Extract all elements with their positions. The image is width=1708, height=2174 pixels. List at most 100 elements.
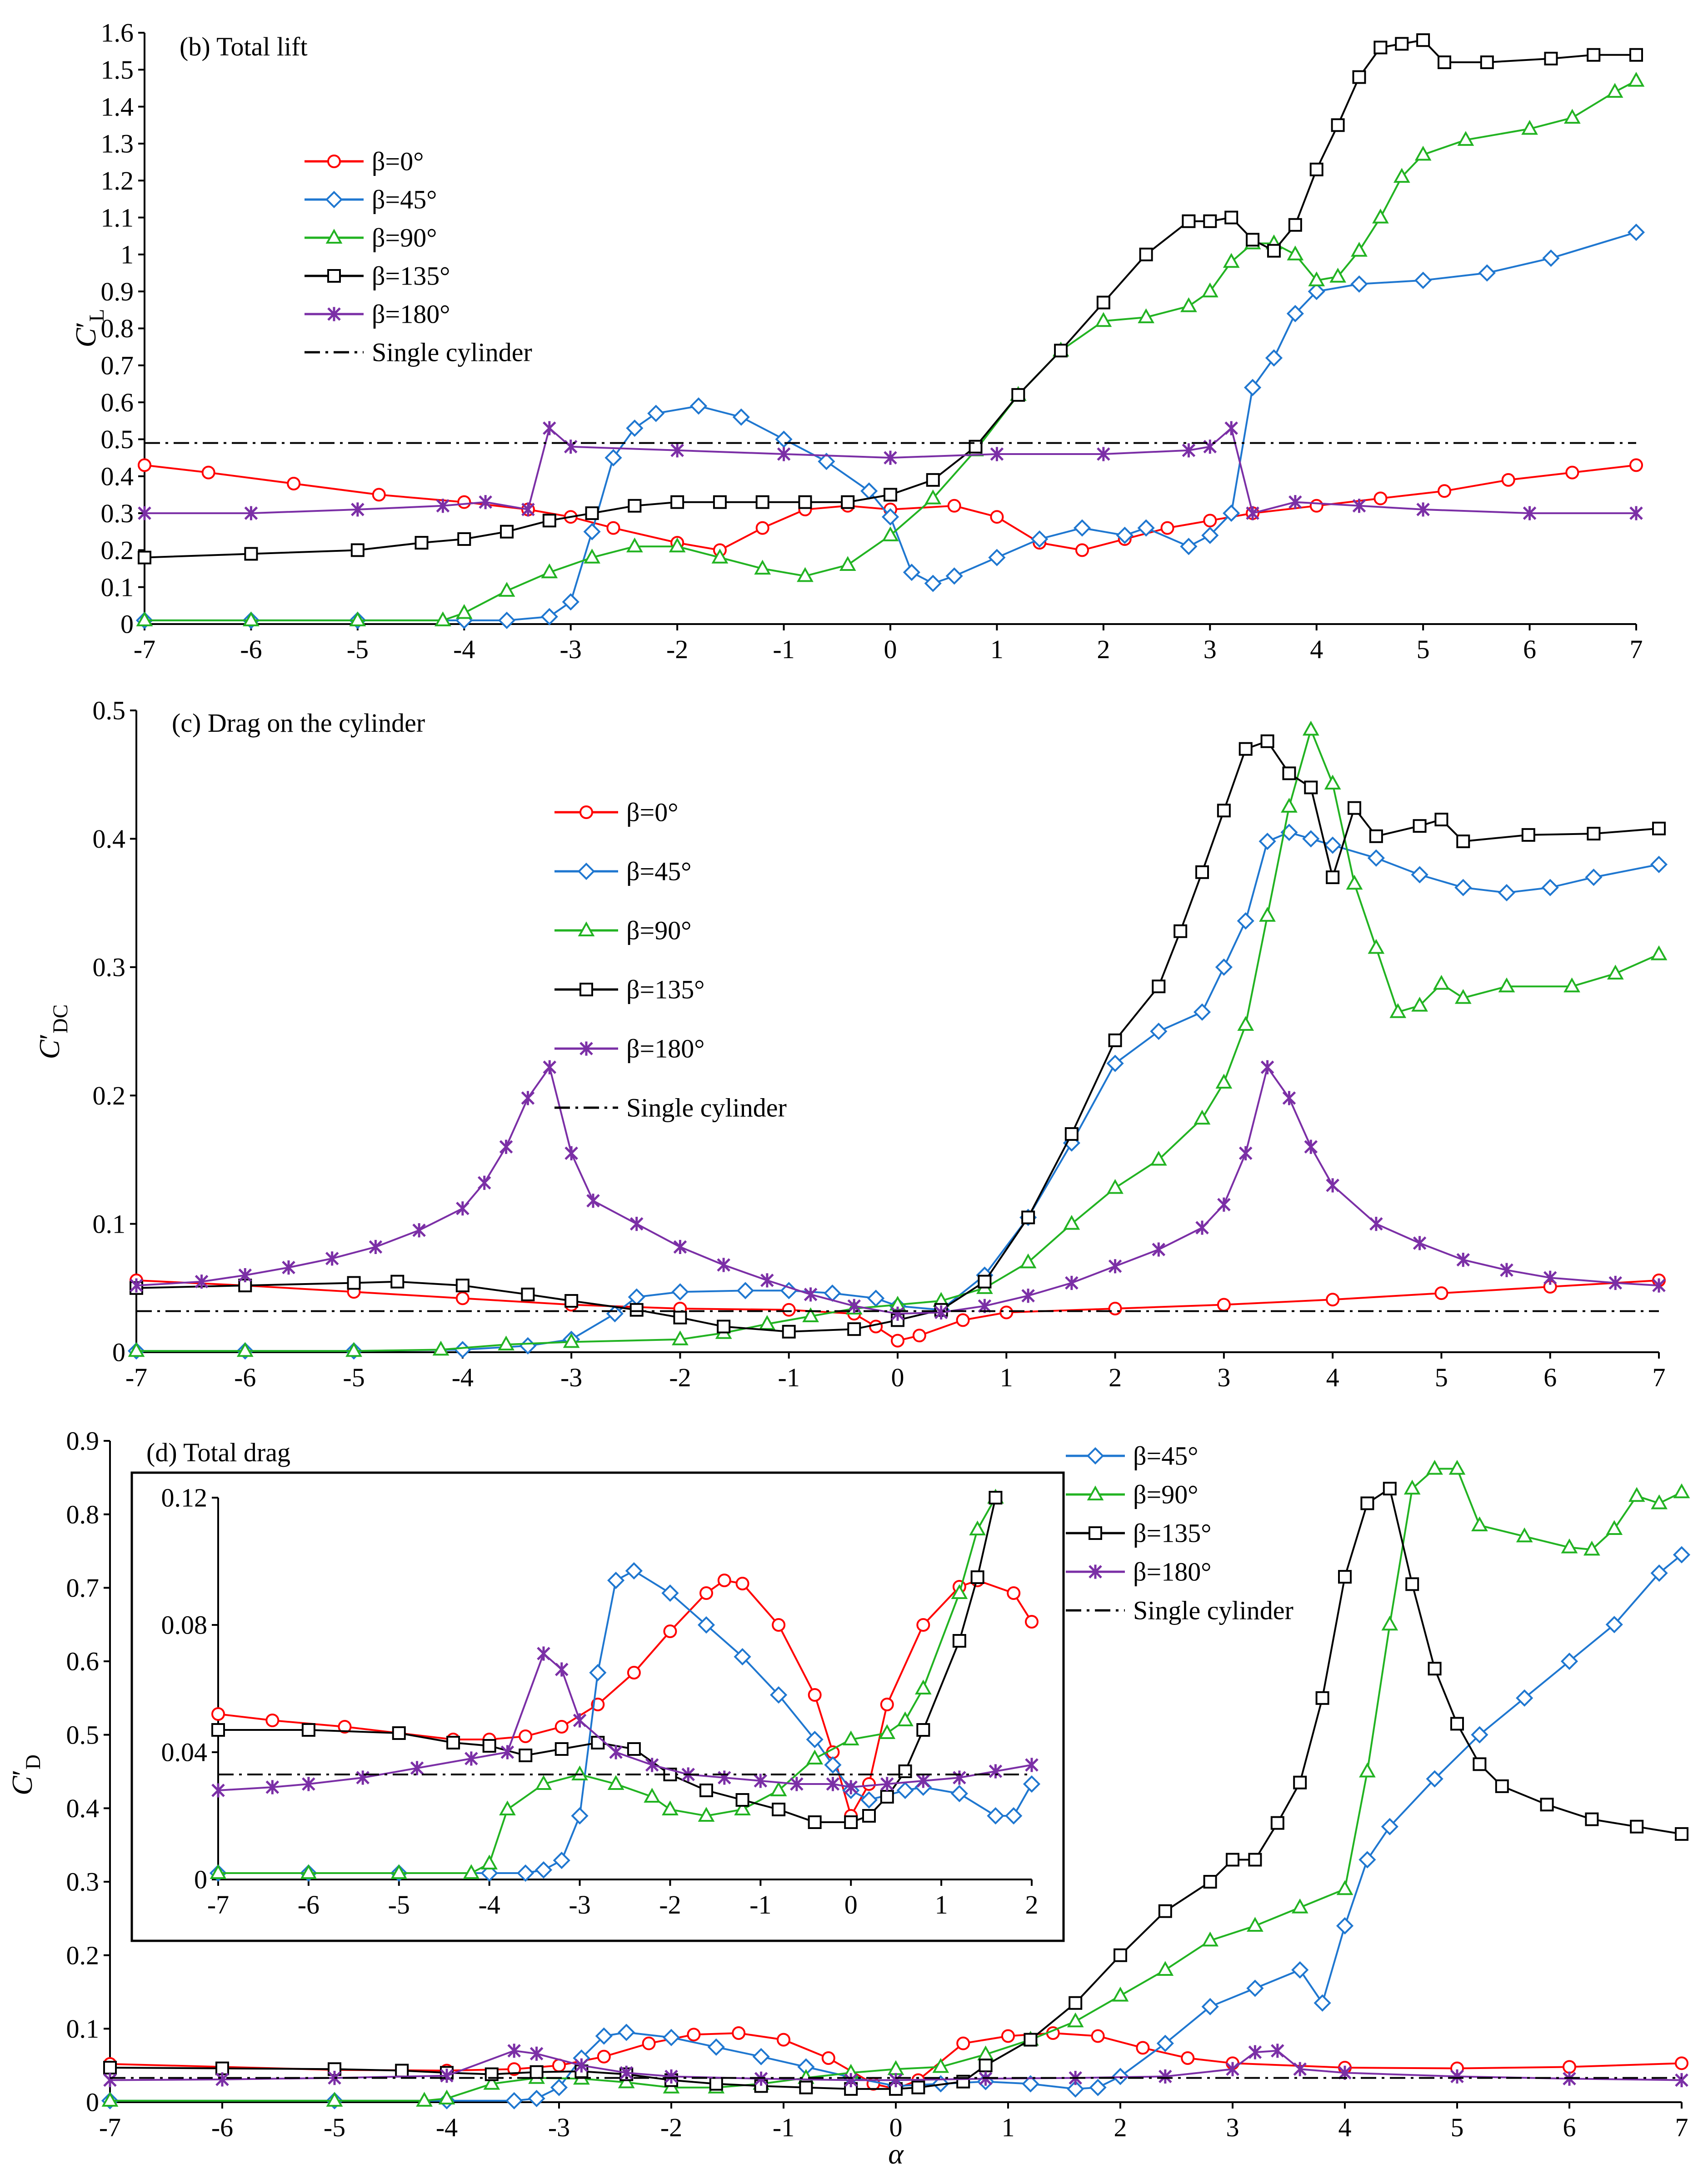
- data-point-beta-90: [1607, 965, 1624, 980]
- data-point-beta-90: [924, 489, 942, 505]
- data-point-beta-135: [1416, 33, 1430, 47]
- data-point-beta-135: [989, 1491, 1003, 1504]
- x-tick-label: 5: [1417, 635, 1430, 664]
- legend: β=45° β=90° β=135° β=180° Single cylinder: [1066, 1441, 1293, 1625]
- data-point-beta-45: [562, 593, 579, 611]
- legend-marker-beta-90: [1087, 1485, 1104, 1501]
- data-point-beta-135: [1069, 1996, 1083, 2010]
- data-point-beta-90: [535, 1775, 552, 1790]
- data-point-beta-45: [818, 453, 835, 470]
- data-point-beta-180: [889, 2073, 903, 2088]
- data-point-beta-135: [1114, 1948, 1127, 1962]
- y-tick-label: 0.3: [93, 953, 126, 982]
- data-point-beta-135: [244, 547, 258, 561]
- data-point-beta-180: [302, 1777, 315, 1791]
- data-point-beta-45: [1324, 836, 1342, 854]
- data-point-beta-135: [1309, 162, 1323, 176]
- y-tick-label: 1.4: [101, 92, 134, 121]
- data-point-beta-90: [1389, 1003, 1407, 1018]
- data-point-beta-135: [717, 1319, 731, 1334]
- data-point-beta-135: [1152, 980, 1166, 994]
- data-point-beta-90: [498, 1335, 514, 1351]
- data-point-beta-135: [395, 2064, 409, 2078]
- data-point-beta-180: [500, 1745, 514, 1759]
- data-point-beta-135: [627, 1742, 641, 1756]
- data-point-beta-135: [847, 1322, 861, 1336]
- data-point-beta-45: [1023, 1775, 1041, 1793]
- data-point-beta-45: [1542, 249, 1560, 267]
- data-point-beta-180: [521, 1091, 535, 1105]
- data-point-beta-0: [916, 1618, 930, 1632]
- legend-entry-beta-45: β=45°: [305, 185, 437, 215]
- data-point-beta-180: [1326, 1178, 1339, 1193]
- legend-label: β=45°: [1133, 1441, 1198, 1471]
- data-point-beta-0: [912, 1329, 926, 1343]
- legend-label: β=180°: [372, 300, 450, 329]
- x-tick-label: 1: [935, 1890, 948, 1919]
- data-point-beta-0: [519, 1729, 533, 1743]
- data-point-beta-45: [824, 1756, 842, 1774]
- data-point-beta-180: [1500, 1263, 1513, 1277]
- data-point-beta-0: [507, 2062, 521, 2076]
- series-beta-180: [138, 421, 1643, 520]
- data-point-beta-0: [1160, 521, 1174, 535]
- data-point-beta-135: [1338, 1570, 1352, 1584]
- data-point-beta-135: [1373, 40, 1388, 55]
- legend-entry-beta-180: β=180°: [1066, 1557, 1211, 1587]
- data-point-beta-45: [1516, 1689, 1533, 1707]
- chart-total-drag: -7 -6 -5 -4 -3 -2 -1 0 1 2 3 4 5 6 7 0 0.1 0.2 0.3 0.4 0.5 0.…: [6, 1426, 1691, 2170]
- legend-entry-single-cylinder: Single cylinder: [1066, 1596, 1293, 1625]
- data-point-beta-135: [455, 1279, 469, 1293]
- data-point-beta-180: [440, 2069, 454, 2083]
- data-point-beta-180: [670, 443, 684, 458]
- x-tick-label: 6: [1563, 2113, 1576, 2142]
- data-point-beta-45: [806, 1730, 824, 1749]
- data-point-beta-90: [416, 2092, 433, 2107]
- data-point-beta-180: [1217, 1197, 1231, 1212]
- data-point-beta-0: [642, 2036, 656, 2050]
- data-point-beta-135: [1108, 1033, 1122, 1047]
- data-point-beta-45: [647, 405, 665, 422]
- data-point-beta-45: [1031, 530, 1049, 548]
- data-point-beta-135: [1217, 804, 1231, 818]
- data-point-beta-0: [1136, 2041, 1150, 2055]
- x-tick-label: -1: [773, 2113, 794, 2142]
- legend-label: β=180°: [1133, 1557, 1211, 1587]
- data-point-beta-90: [1291, 1898, 1308, 1914]
- data-point-beta-90: [1651, 1494, 1668, 1509]
- data-point-beta-90: [584, 548, 600, 564]
- data-point-beta-180: [673, 1239, 687, 1254]
- data-point-beta-45: [1156, 2034, 1174, 2052]
- x-tick-label: 7: [1630, 635, 1643, 664]
- data-point-beta-90: [1351, 242, 1368, 257]
- data-point-beta-0: [211, 1707, 225, 1721]
- data-point-beta-45: [1358, 1851, 1376, 1869]
- series-line-beta-90: [145, 80, 1637, 621]
- data-point-beta-135: [1195, 865, 1209, 879]
- data-point-beta-180: [1226, 2062, 1239, 2076]
- data-point-beta-180: [543, 1060, 557, 1075]
- x-tick-label: -1: [749, 1890, 771, 1919]
- data-point-beta-135: [1587, 48, 1601, 62]
- legend-label: β=135°: [372, 261, 450, 291]
- legend-entry-beta-135: β=135°: [554, 975, 704, 1005]
- data-point-beta-90: [698, 1807, 715, 1822]
- data-point-beta-0: [1091, 2029, 1105, 2043]
- data-point-beta-90: [563, 1333, 580, 1348]
- data-point-beta-135: [1383, 1482, 1397, 1496]
- data-point-beta-45: [625, 1562, 643, 1580]
- x-tick-label: -2: [659, 1890, 681, 1919]
- x-tick-label: -7: [207, 1890, 229, 1919]
- data-point-beta-135: [1315, 1691, 1329, 1705]
- data-point-beta-180: [464, 1751, 478, 1766]
- data-point-beta-135: [1011, 388, 1025, 402]
- chart-drag-on-cylinder: -7 -6 -5 -4 -3 -2 -1 0 1 2 3 4 5 6 7 0 0.1 0.2 0.3 0.4 0.5 (c…: [33, 696, 1668, 1392]
- y-tick-label: 0.7: [101, 351, 134, 380]
- y-tick-label: 0.1: [101, 572, 134, 602]
- x-tick-label: 7: [1675, 2113, 1688, 2142]
- data-point-beta-90: [463, 1864, 480, 1879]
- x-tick-label: 4: [1326, 1363, 1339, 1392]
- data-point-beta-0: [606, 521, 620, 535]
- legend-entry-beta-90: β=90°: [554, 916, 691, 945]
- data-point-beta-90: [1346, 875, 1363, 890]
